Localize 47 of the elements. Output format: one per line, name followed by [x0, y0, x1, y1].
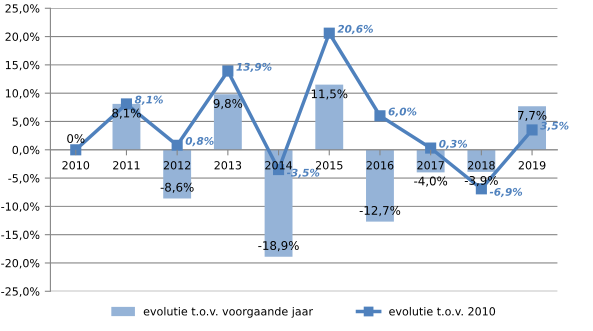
x-tick-label: 2017	[417, 161, 444, 170]
data-label: 0%	[67, 134, 84, 144]
data-label: 8,1%	[134, 96, 163, 105]
x-tick-label: 2012	[164, 161, 190, 170]
data-label: 6,0%	[388, 108, 416, 117]
bar	[214, 94, 242, 150]
y-tick-label: -5,0%	[8, 174, 40, 184]
y-tick-label: 20,0%	[6, 32, 40, 42]
data-label: 0,3%	[439, 140, 468, 150]
data-label: -12,7%	[360, 206, 400, 216]
point	[374, 110, 386, 122]
point	[324, 28, 335, 39]
y-tick-label: 25,0%	[6, 4, 40, 14]
data-label: 7,7%	[518, 110, 546, 122]
data-label: 8,1%	[112, 108, 141, 119]
data-label: -4,0%	[414, 176, 448, 187]
point	[425, 142, 436, 154]
x-tick-label: 2010	[62, 161, 90, 170]
y-tick-label: 15,0%	[6, 60, 40, 70]
y-tick-label: 10,0%	[6, 89, 40, 99]
data-label: 20,6%	[337, 24, 373, 34]
point	[222, 66, 234, 77]
y-tick-label: -15,0%	[1, 230, 40, 240]
data-label: -18,9%	[258, 241, 299, 252]
y-tick-label: 5,0%	[12, 117, 40, 127]
x-tick-label: 2018	[468, 161, 495, 170]
point	[172, 140, 183, 151]
y-tick-label: 0,0%	[12, 146, 40, 156]
data-label: -6,9%	[490, 188, 522, 198]
data-label: -8,6%	[160, 182, 194, 193]
x-tick-label: 2016	[366, 161, 394, 170]
y-tick-label: -25,0%	[1, 287, 40, 297]
point	[120, 98, 132, 110]
y-tick-label: -10,0%	[1, 202, 40, 212]
x-tick-label: 2014	[265, 161, 292, 170]
data-label: 11,5%	[312, 89, 348, 100]
data-label: 9,8%	[214, 98, 242, 110]
x-tick-label: 2011	[113, 161, 140, 170]
x-tick-label: 2015	[316, 161, 342, 170]
y-tick-label: -20,0%	[1, 258, 40, 268]
data-label: 13,9%	[236, 62, 272, 72]
legend-label: evolutie t.o.v. voorgaande jaar	[144, 306, 314, 318]
data-label: 0,8%	[186, 136, 214, 146]
x-tick-label: 2013	[214, 161, 242, 170]
point	[70, 144, 82, 156]
x-tick-label: 2019	[518, 161, 546, 170]
legend-label: evolutie t.o.v. 2010	[389, 306, 496, 316]
